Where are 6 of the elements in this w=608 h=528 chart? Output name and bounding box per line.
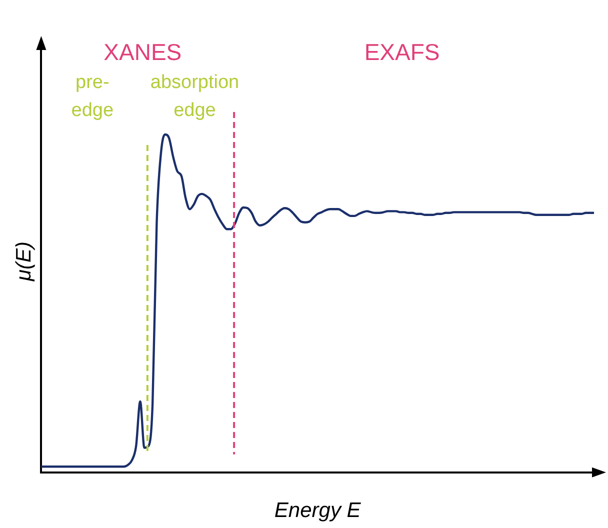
x-axis-title: Energy E (274, 499, 362, 522)
text: EXAFS (364, 39, 440, 65)
text: absorption edge (150, 72, 240, 121)
text: XANES (104, 39, 182, 65)
y-axis-title: μ(E) (12, 241, 36, 282)
text: pre- edge (71, 72, 114, 121)
